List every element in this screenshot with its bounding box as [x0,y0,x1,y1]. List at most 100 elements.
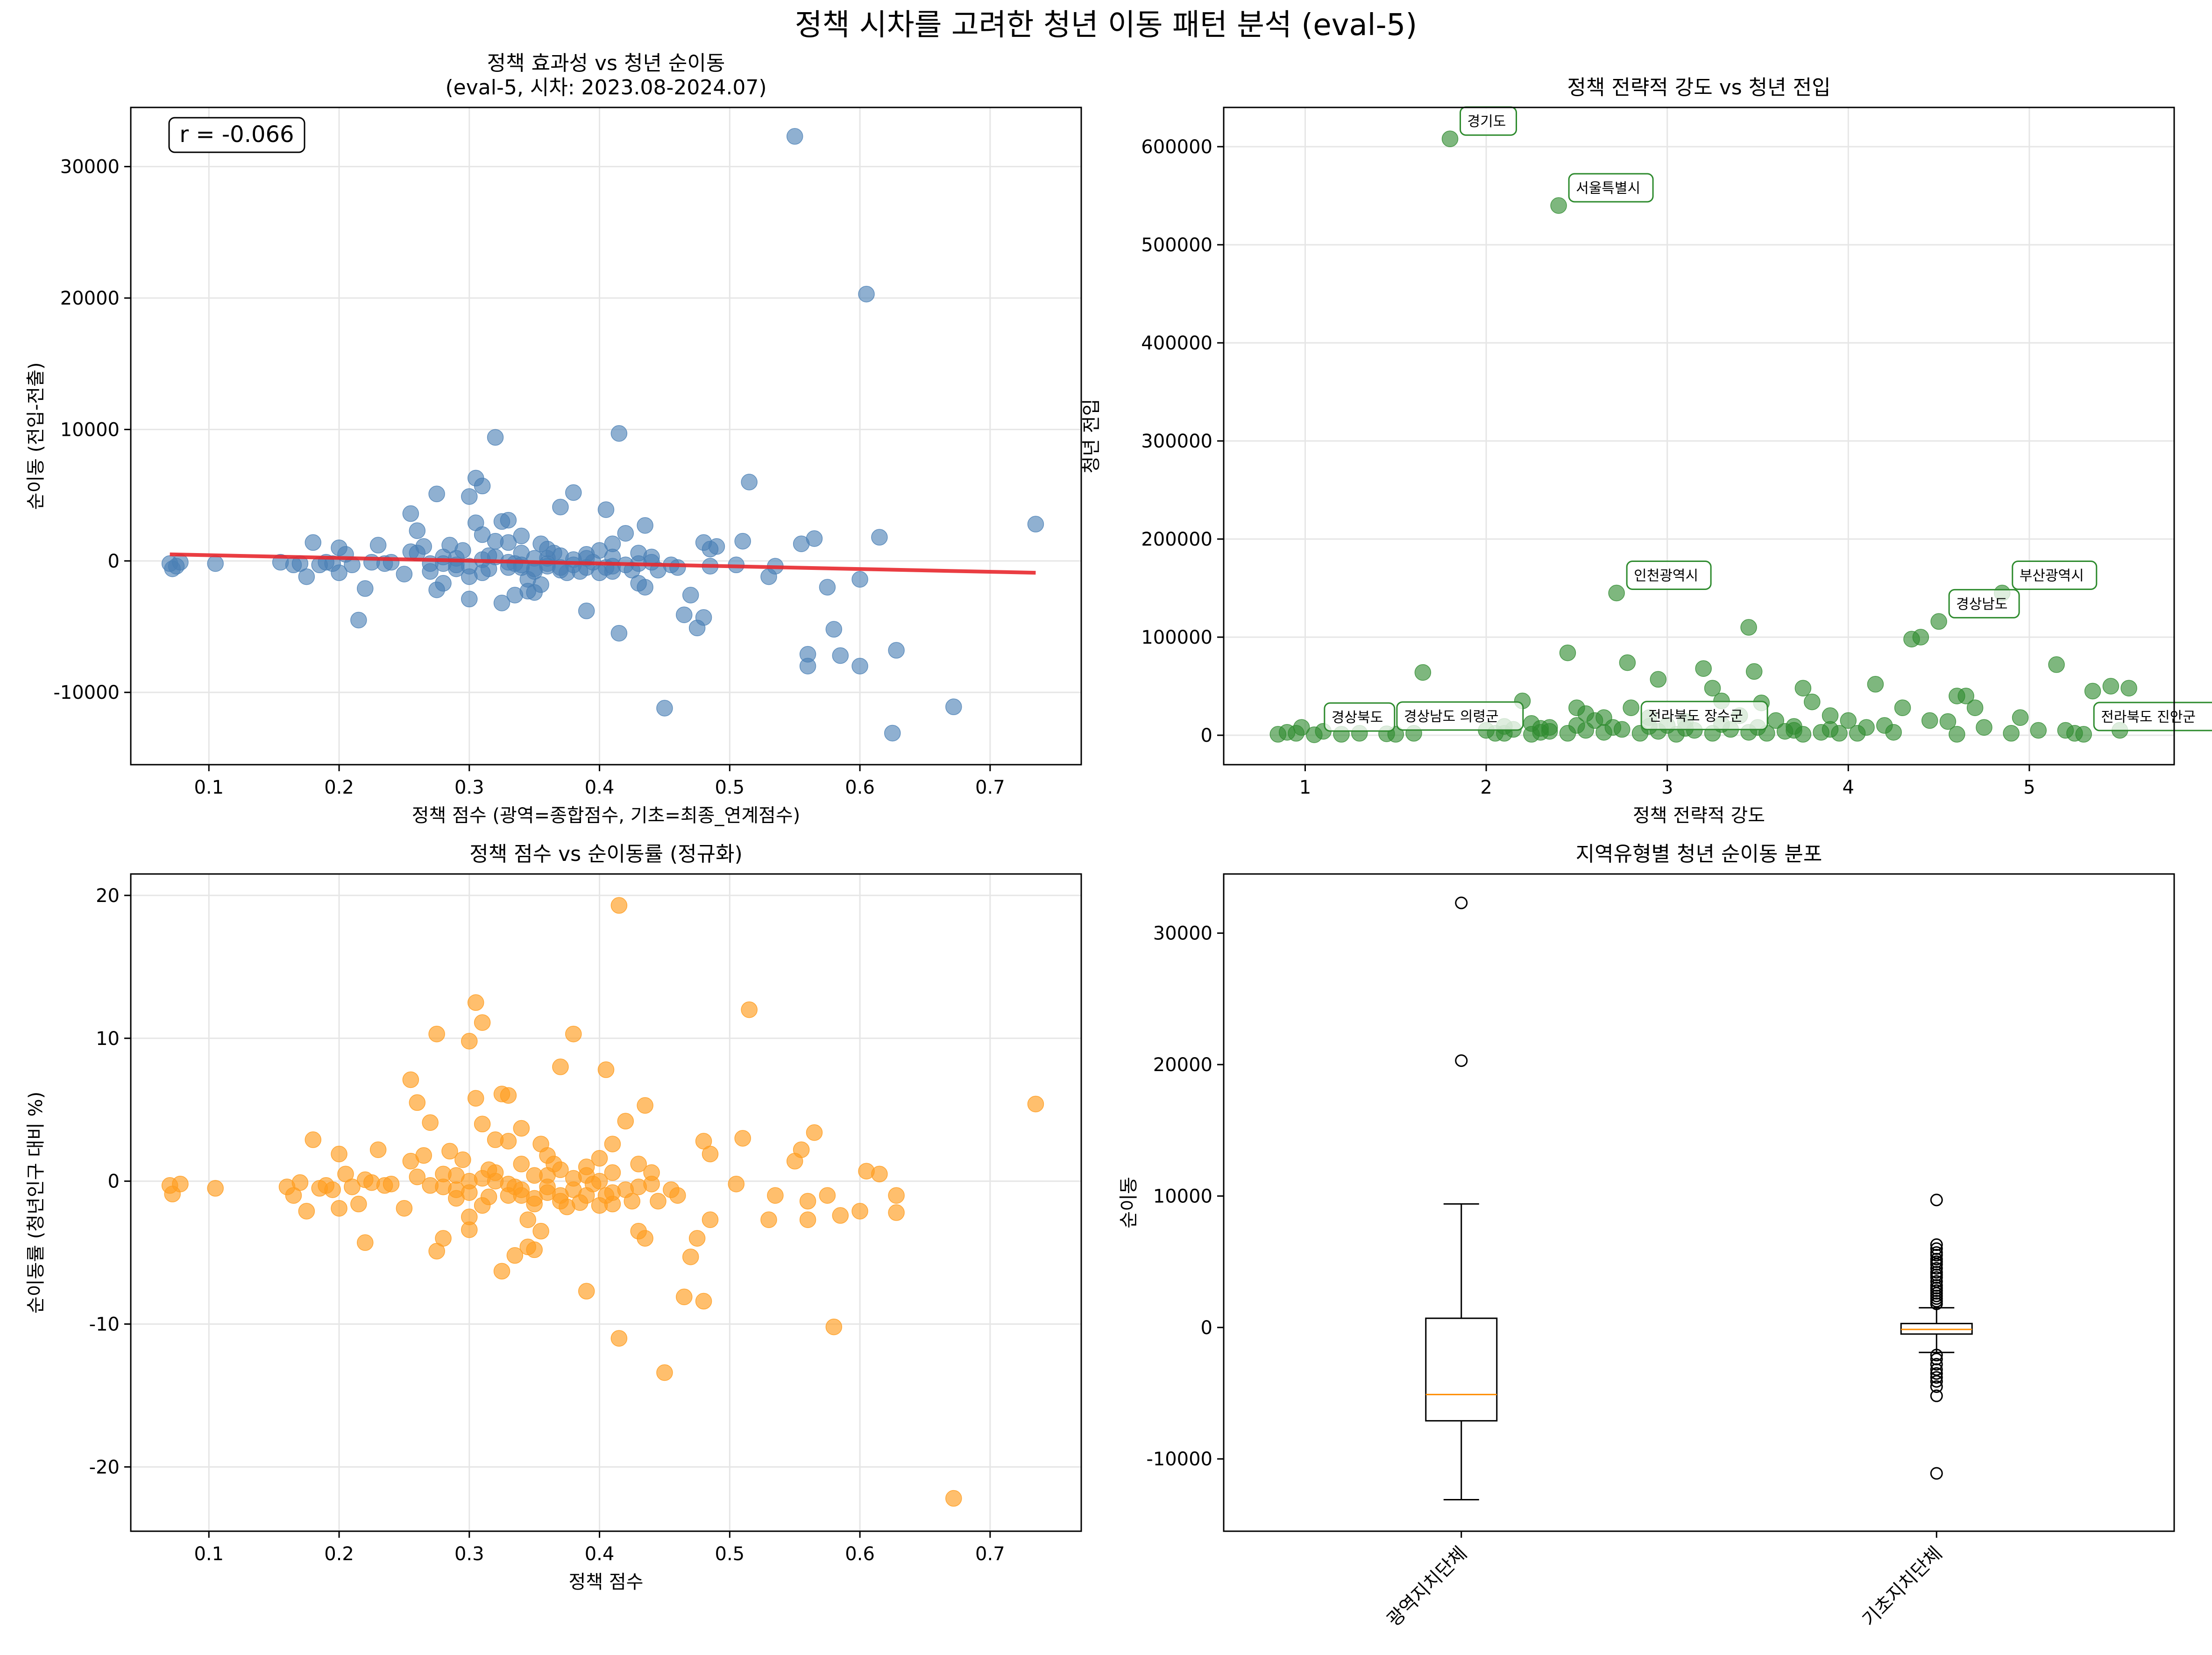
data-point [591,1172,608,1190]
data-point [682,587,699,604]
data-point [435,1165,452,1183]
plot-frame [130,873,1082,1532]
data-point [832,647,849,664]
data-point [513,527,530,545]
data-point [552,1058,569,1075]
x-tick-label: 0.5 [715,777,745,798]
region-label: 경상남도 [1956,596,2007,612]
data-point [1894,699,1911,716]
data-point [467,1090,484,1107]
data-point [604,558,621,575]
data-point [610,625,628,642]
x-tick-label: 0.6 [845,777,875,798]
region-label-box [2012,561,2098,590]
data-point [851,658,868,675]
x-tick-label: 0.6 [845,1543,875,1565]
y-tick-label: 30000 [1153,923,1212,945]
correlation-annotation: r = -0.066 [179,121,294,148]
outlier-point [1930,1262,1943,1275]
data-point [2066,725,2083,742]
data-point [578,1283,595,1300]
correlation-box [168,117,305,153]
x-tick-label: 광역지치단체 [1383,1543,1471,1631]
y-axis-label: 순이동률 (청년인구 대비 %) [25,1092,47,1314]
data-point [604,1164,621,1181]
data-point [461,590,478,608]
data-point [331,564,347,581]
data-point [474,1014,491,1031]
data-point [799,1193,816,1210]
region-label: 경상남도 의령군 [1404,709,1499,725]
data-point [526,1241,543,1258]
data-point [1623,699,1639,716]
y-tick-label: 20 [96,885,120,907]
data-point [565,484,582,501]
data-point [760,1211,777,1228]
data-point [637,1097,653,1114]
data-point [539,1179,556,1195]
data-point [291,1174,309,1191]
data-point [1921,712,1938,729]
region-label-box [1640,701,1768,731]
data-point [591,542,608,559]
y-axis-label: 순이동 (전입-전출) [25,362,47,510]
x-tick-label: 0.7 [975,1543,1005,1565]
y-tick-label: 10000 [1153,1186,1212,1207]
data-point [676,606,693,623]
data-point [461,488,478,505]
x-tick-label: 0.2 [324,777,354,798]
chart-title: 정책 효과성 vs 청년 순이동 [487,51,725,75]
data-point [604,1136,621,1152]
data-point [656,700,673,717]
x-tick-label: 4 [1843,777,1854,798]
data-point [1930,613,1947,630]
region-label-box [1626,561,1712,590]
panel-region-type-boxplot: -10000 0 10000 20000 30000 순이동 지역유형별 청년 순이동 분포… [1118,842,2175,1631]
data-point [1619,654,1636,671]
data-point [1794,680,1812,696]
data-point [1027,1095,1044,1113]
data-point [461,1033,478,1050]
data-point [441,1143,458,1160]
y-tick-label: 0 [108,1171,120,1193]
data-point [604,1184,621,1201]
x-axis-label: 정책 점수 [569,1571,644,1593]
data-point [617,1113,634,1129]
data-point [682,1248,699,1265]
x-tick-label: 기초지치단체 [1858,1543,1947,1631]
data-point [669,559,686,576]
data-point [695,609,712,626]
data-point [428,1025,445,1043]
data-point [487,429,504,446]
y-tick-label: 400000 [1141,333,1212,354]
data-point [1740,619,1757,636]
data-point [669,1187,686,1204]
outlier-point [1930,1371,1943,1384]
trend-line [170,552,1036,575]
y-tick-label: 10 [96,1028,120,1050]
outlier-point [1930,1375,1943,1388]
data-point [767,1187,784,1204]
data-point [578,603,595,619]
data-point [650,1193,666,1210]
outlier-point [1930,1193,1943,1207]
data-point [741,1001,758,1018]
data-point [728,1175,745,1193]
data-point [2048,656,2065,673]
data-point [708,538,725,555]
data-point [409,1094,426,1111]
data-point [871,1165,888,1183]
data-point [1939,713,1957,730]
data-point [350,611,367,629]
data-point [383,554,400,571]
data-point [415,1147,432,1164]
data-point [500,534,517,551]
data-point [617,525,634,542]
outlier-point [1930,1268,1943,1281]
data-point [806,1124,823,1141]
data-point [519,1211,536,1228]
data-point [637,517,653,534]
box-iqr [1425,1317,1498,1422]
data-point [637,1230,653,1247]
